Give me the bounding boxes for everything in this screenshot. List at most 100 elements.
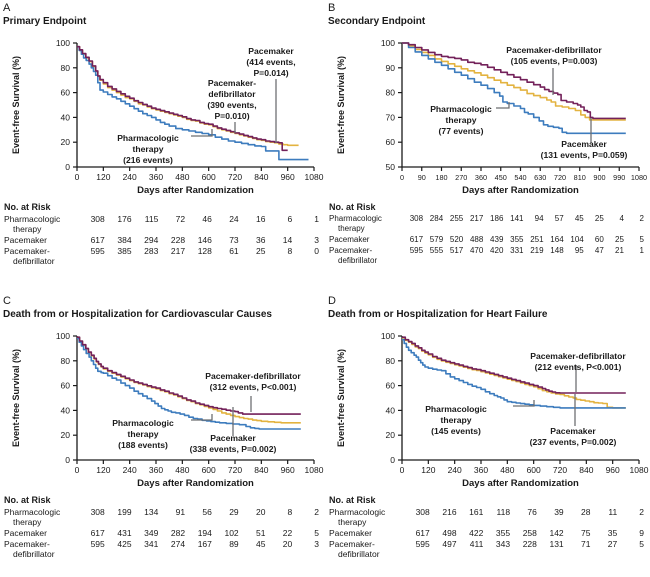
risk-value: 595 [415, 539, 430, 549]
risk-value: 115 [144, 214, 159, 224]
risk-value: 255 [449, 214, 464, 223]
risk-value: 11 [608, 507, 618, 517]
risk-value: 282 [170, 528, 186, 538]
y-tick-label: 60 [386, 137, 396, 147]
risk-value: 142 [549, 528, 564, 538]
risk-value: 16 [255, 214, 266, 224]
risk-value: 61 [229, 246, 239, 256]
risk-value: 274 [170, 539, 186, 549]
x-tick-label: 0 [400, 173, 404, 182]
risk-value: 45 [574, 214, 584, 223]
risk-row: Pharmacologic therapy 308 216 161 118 76 39 28 11… [329, 507, 644, 527]
annotation-pacemaker-defibrillator: P=0.010) [214, 111, 249, 121]
risk-value: 5 [639, 539, 644, 549]
panel-d: D Death from or Hospitalization for Hear… [325, 293, 650, 560]
y-tick-label: 90 [386, 63, 396, 73]
risk-row: Pharmacologic therapy 308 176 115 72 46 24 16 6 1 [4, 214, 319, 234]
risk-row: Pacemaker 617 384 294 228 146 73 36 14 3 [4, 235, 319, 245]
risk-value: 555 [429, 246, 444, 255]
risk-value: 617 [415, 528, 430, 538]
risk-value: 579 [429, 235, 444, 244]
risk-row-label: Pacemaker [4, 235, 47, 245]
y-tick-label: 100 [381, 331, 395, 341]
risk-value: 45 [255, 539, 266, 549]
risk-value: 349 [144, 528, 159, 538]
risk-value: 95 [574, 246, 584, 255]
risk-value: 6 [287, 214, 293, 224]
annotation-pacemaker-defibrillator: Pacemaker-defibrillator [530, 351, 626, 361]
risk-table-header: No. at Risk [4, 202, 51, 212]
x-tick-label: 1080 [631, 173, 647, 182]
risk-value: 186 [490, 214, 504, 223]
x-tick-label: 720 [228, 465, 242, 475]
y-tick-label: 40 [61, 112, 71, 122]
risk-value: 134 [144, 507, 159, 517]
x-tick-label: 120 [96, 172, 110, 182]
risk-value: 60 [594, 235, 604, 244]
y-tick-label: 70 [386, 112, 396, 122]
x-tick-label: 1080 [630, 465, 649, 475]
risk-value: 102 [224, 528, 239, 538]
risk-value: 411 [469, 539, 484, 549]
risk-value: 91 [175, 507, 186, 517]
x-tick-label: 540 [514, 173, 526, 182]
x-tick-label: 840 [254, 172, 268, 182]
risk-value: 439 [490, 235, 504, 244]
risk-value: 128 [197, 246, 212, 256]
panel-title-d: Death from or Hospitalization for Heart … [328, 309, 548, 320]
risk-value: 8 [287, 246, 293, 256]
y-tick-label: 80 [386, 88, 396, 98]
panel-letter-a: A [3, 2, 11, 14]
risk-value: 148 [550, 246, 564, 255]
risk-value: 73 [229, 235, 239, 245]
risk-row-label: Pharmacologic therapy [329, 507, 386, 527]
risk-table-header: No. at Risk [329, 495, 376, 505]
x-tick-label: 720 [228, 172, 242, 182]
risk-value: 104 [570, 235, 584, 244]
y-tick-label: 100 [56, 38, 70, 48]
risk-value: 118 [496, 507, 511, 517]
risk-row: Pharmacologic therapy 308 284 255 217 186 141 94… [329, 214, 644, 234]
x-tick-label: 90 [418, 173, 426, 182]
y-tick-label: 100 [381, 38, 395, 48]
x-tick-label: 840 [579, 465, 593, 475]
y-axis-label: Event-free Survival (%) [336, 349, 346, 447]
annotation-pharmacologic-therapy: therapy [132, 144, 163, 154]
risk-row-label: Pharmacologic therapy [4, 507, 61, 527]
risk-value: 57 [554, 214, 564, 223]
risk-row-label: Pacemaker-defibrillator [4, 539, 55, 559]
risk-value: 216 [442, 507, 457, 517]
risk-value: 219 [530, 246, 544, 255]
y-tick-label: 0 [390, 455, 395, 465]
risk-value: 24 [229, 214, 239, 224]
risk-value: 76 [527, 507, 537, 517]
x-tick-label: 720 [553, 465, 567, 475]
y-tick-label: 60 [61, 88, 71, 98]
risk-value: 617 [90, 528, 105, 538]
survival-chart-secondary-endpoint: 50 60 70 80 90 100 0 90 180 270 360 450 540 630 720 810… [336, 38, 647, 196]
x-tick-label: 990 [613, 173, 625, 182]
survival-chart-cardiovascular: 0 20 40 60 80 100 0 120 240 360 480 600 720 840 960 108… [11, 331, 324, 489]
x-tick-label: 0 [400, 465, 405, 475]
x-axis-label: Days after Randomization [462, 478, 579, 489]
x-tick-label: 960 [606, 465, 620, 475]
x-tick-label: 180 [435, 173, 447, 182]
risk-value: 3 [314, 539, 319, 549]
x-tick-label: 120 [96, 465, 110, 475]
annotation-pharmacologic-therapy: therapy [127, 429, 158, 439]
annotation-pacemaker: Pacemaker [561, 139, 607, 149]
risk-value: 385 [117, 246, 132, 256]
annotation-pacemaker: (131 events, P=0.059) [541, 150, 628, 160]
risk-row-label: Pacemaker [329, 235, 370, 244]
risk-value: 72 [175, 214, 186, 224]
risk-value: 343 [495, 539, 511, 549]
risk-value: 20 [282, 539, 293, 549]
risk-value: 161 [469, 507, 484, 517]
risk-value: 3 [314, 235, 319, 245]
x-axis-label: Days after Randomization [137, 478, 254, 489]
survival-chart-heart-failure: 0 20 40 60 80 100 0 120 240 360 480 600 720 840 960 108… [336, 331, 649, 489]
risk-value: 520 [449, 235, 464, 244]
risk-value: 141 [510, 214, 524, 223]
risk-value: 1 [639, 246, 644, 255]
annotation-pacemaker: (414 events, [246, 57, 295, 67]
